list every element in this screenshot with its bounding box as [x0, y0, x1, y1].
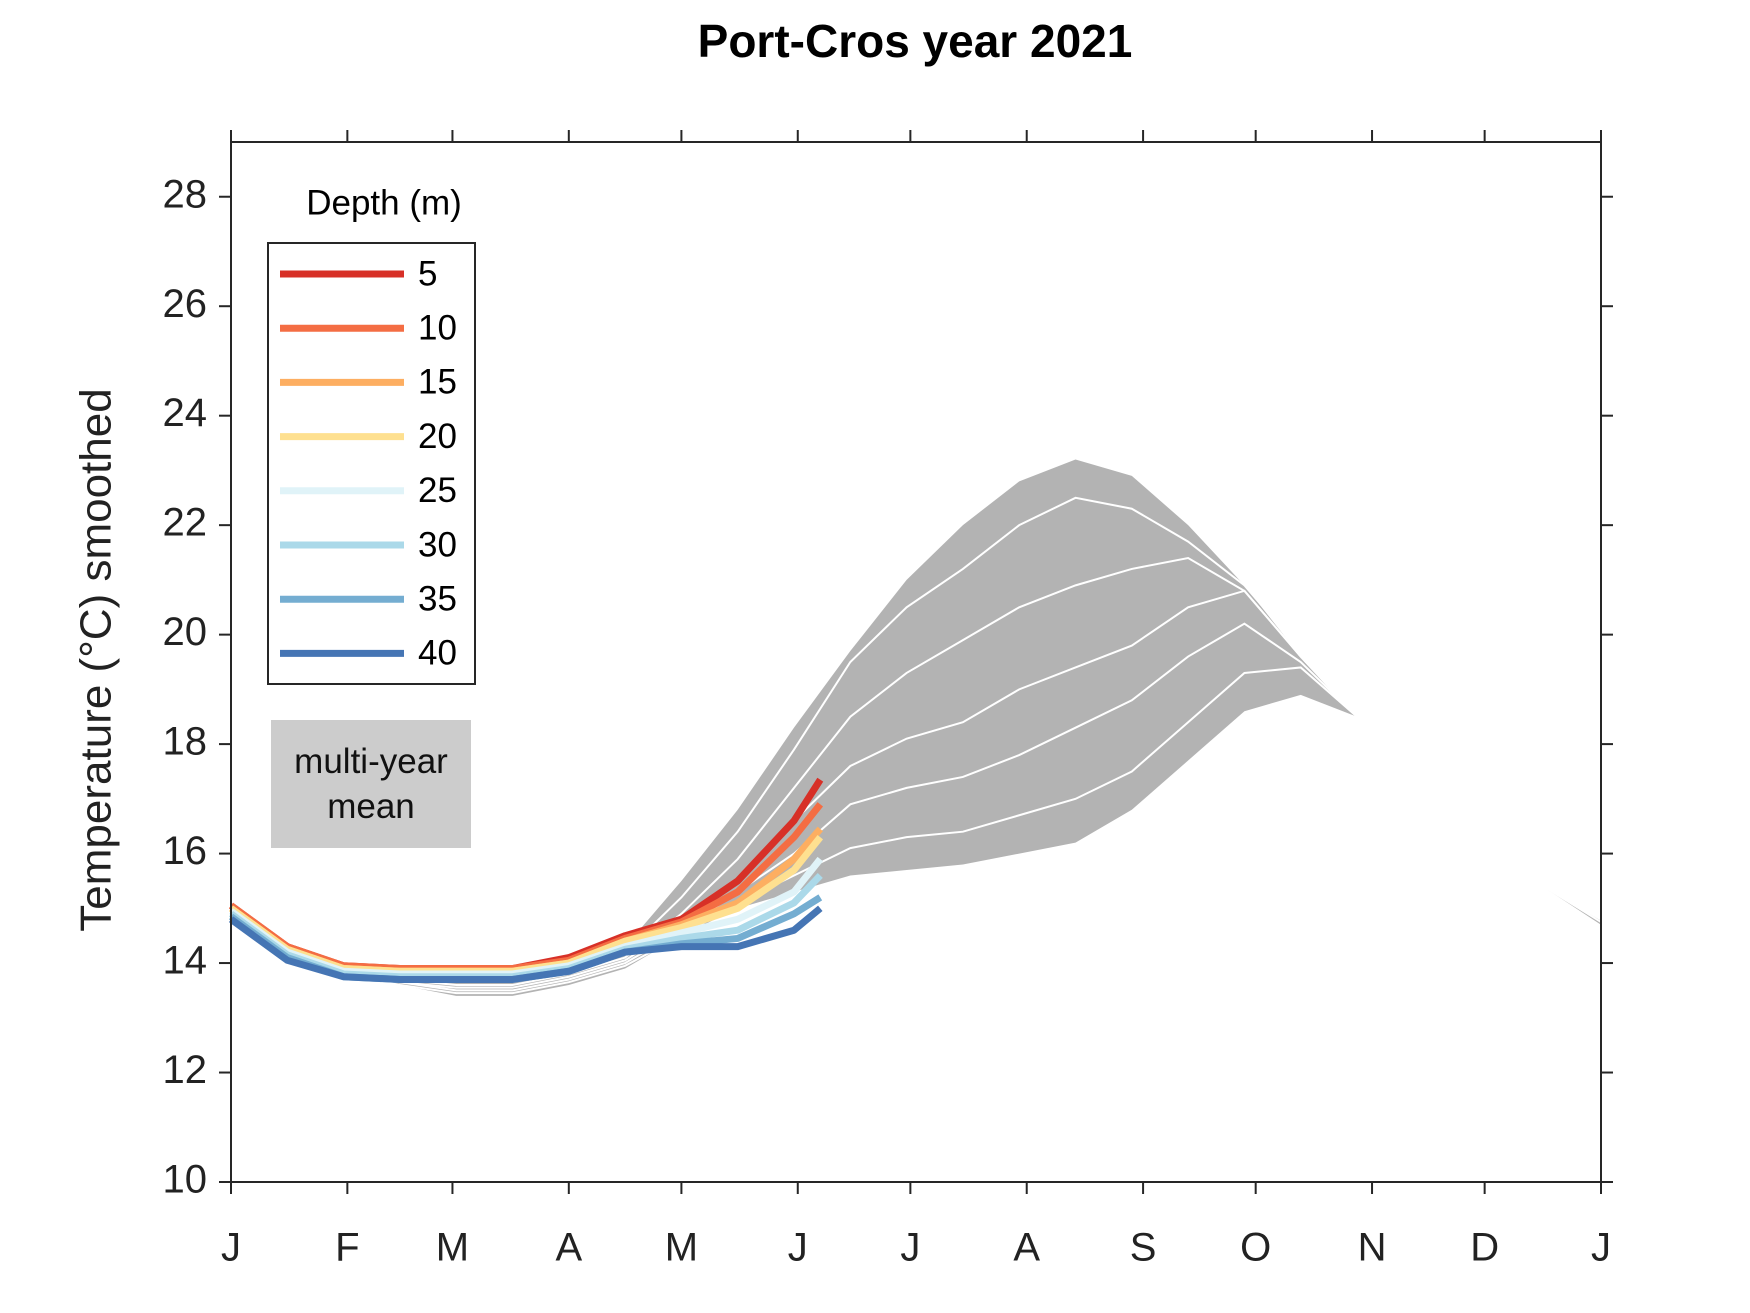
legend-label: 20	[418, 417, 457, 456]
y-tick-label: 10	[163, 1158, 208, 1202]
band-legend: multi-year mean	[271, 720, 471, 848]
x-tick-label: M	[665, 1226, 698, 1270]
legend-label: 5	[418, 254, 437, 293]
x-tick-label: F	[335, 1226, 359, 1270]
x-tick-label: A	[555, 1226, 582, 1270]
chart-title: Port-Cros year 2021	[698, 15, 1133, 67]
legend-title: Depth (m)	[306, 183, 462, 222]
band-area	[231, 459, 1601, 996]
legend-label: 15	[418, 363, 457, 402]
y-tick-label: 16	[163, 829, 208, 873]
x-tick-label: J	[900, 1226, 920, 1270]
y-tick-label: 28	[163, 172, 208, 216]
legend-label: 10	[418, 308, 457, 347]
x-tick-label: D	[1470, 1226, 1499, 1270]
x-tick-label: J	[1591, 1226, 1611, 1270]
x-tick-label: J	[788, 1226, 808, 1270]
legend-box	[267, 242, 476, 685]
legend-label: 40	[418, 634, 457, 673]
legend-label: 25	[418, 471, 457, 510]
y-tick-label: 22	[163, 501, 208, 545]
axes-box	[230, 141, 1602, 1183]
x-tick-label: J	[221, 1226, 241, 1270]
x-tick-label: N	[1358, 1226, 1387, 1270]
series-line	[228, 905, 823, 983]
legend-label: 30	[418, 525, 457, 564]
y-tick-label: 24	[163, 391, 208, 435]
y-tick-label: 14	[163, 939, 208, 983]
x-tick-label: S	[1130, 1226, 1157, 1270]
y-tick-label: 26	[163, 282, 208, 326]
x-tick-label: A	[1013, 1226, 1040, 1270]
y-tick-label: 18	[163, 720, 208, 764]
y-tick-label: 12	[163, 1048, 208, 1092]
y-axis-label: Temperature (°C) smoothed	[72, 388, 121, 931]
x-tick-label: O	[1240, 1226, 1271, 1270]
y-tick-label: 20	[163, 610, 208, 654]
legend-label: 35	[418, 579, 457, 618]
mean-line	[230, 666, 1602, 995]
x-tick-label: M	[436, 1226, 469, 1270]
